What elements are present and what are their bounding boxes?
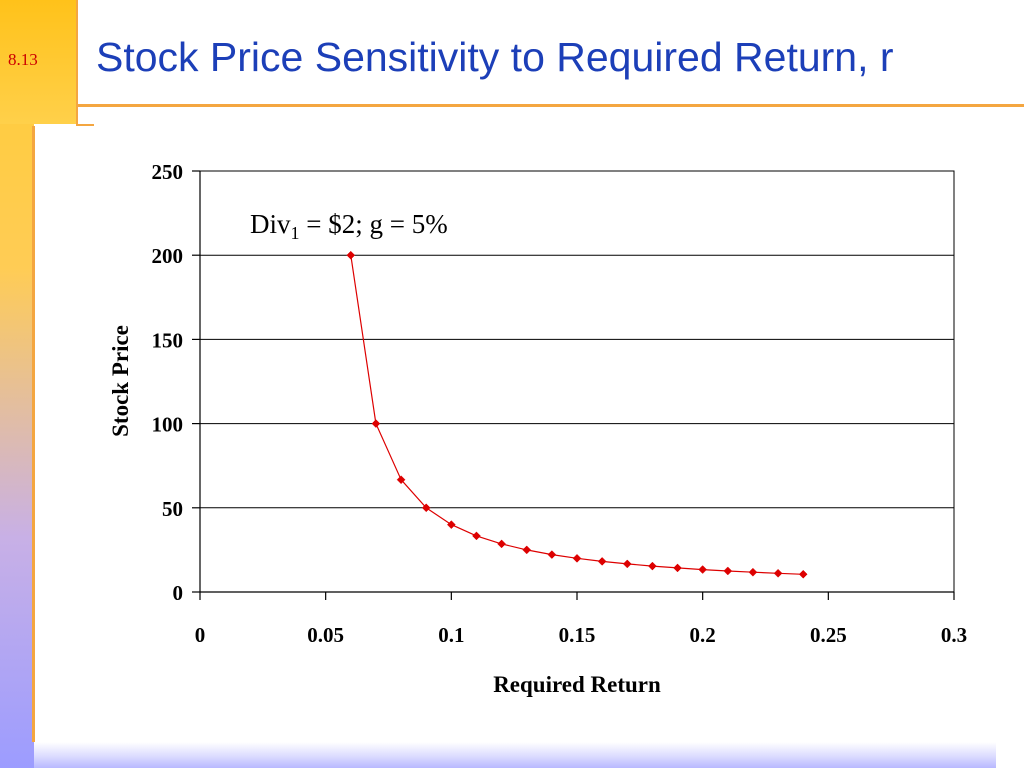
title-underline bbox=[78, 104, 1024, 107]
y-axis-title: Stock Price bbox=[108, 325, 133, 437]
data-point bbox=[723, 566, 733, 576]
slide-number-box bbox=[0, 0, 78, 124]
chart-series bbox=[346, 250, 808, 579]
left-gradient-band bbox=[0, 0, 34, 768]
content-left-rule bbox=[32, 126, 35, 742]
data-point bbox=[497, 539, 506, 549]
x-tick-label: 0.05 bbox=[307, 623, 344, 647]
data-point bbox=[472, 531, 481, 541]
x-tick-label: 0 bbox=[195, 623, 206, 647]
data-point bbox=[421, 503, 431, 513]
data-point bbox=[346, 250, 356, 260]
chart-annotation: Div1 = $2; g = 5% bbox=[250, 209, 448, 243]
data-point bbox=[748, 567, 758, 577]
content-area bbox=[34, 126, 1024, 742]
y-tick-label: 250 bbox=[152, 160, 184, 184]
data-point bbox=[673, 563, 682, 573]
series-line bbox=[350, 255, 804, 575]
slide-number: 8.13 bbox=[8, 50, 38, 69]
data-point bbox=[522, 545, 532, 555]
data-point bbox=[773, 568, 783, 578]
x-axis-title: Required Return bbox=[493, 672, 661, 697]
y-tick-label: 150 bbox=[152, 328, 184, 352]
title-divider-vertical bbox=[76, 0, 78, 148]
title-divider-tick bbox=[76, 124, 94, 126]
y-tick-label: 200 bbox=[152, 244, 184, 268]
x-axis-ticks: 0 0.05 0.1 0.15 0.2 0.25 0.3 bbox=[195, 592, 967, 647]
data-point bbox=[648, 561, 657, 571]
y-axis-ticks: 0 50 100 150 200 250 bbox=[152, 160, 200, 605]
title-area bbox=[78, 0, 1024, 104]
x-tick-label: 0.25 bbox=[810, 623, 847, 647]
footer-gradient-band bbox=[34, 742, 996, 768]
y-tick-label: 50 bbox=[162, 497, 183, 521]
data-point bbox=[396, 475, 406, 485]
annotation-rest: = $2; g = 5% bbox=[300, 209, 448, 239]
slide-title: Stock Price Sensitivity to Required Retu… bbox=[96, 34, 894, 80]
y-tick-label: 100 bbox=[152, 413, 184, 437]
data-point bbox=[698, 565, 708, 574]
data-point bbox=[572, 553, 582, 563]
data-point bbox=[547, 550, 557, 559]
annotation-main: Div bbox=[250, 209, 291, 239]
x-tick-label: 0.1 bbox=[438, 623, 464, 647]
data-point bbox=[597, 557, 607, 566]
data-point bbox=[622, 559, 632, 569]
x-tick-label: 0.15 bbox=[559, 623, 596, 647]
data-point bbox=[798, 569, 808, 579]
x-tick-label: 0.3 bbox=[941, 623, 967, 647]
data-point bbox=[371, 419, 381, 428]
annotation-subscript: 1 bbox=[291, 223, 300, 243]
x-tick-label: 0.2 bbox=[690, 623, 716, 647]
data-point bbox=[446, 520, 456, 529]
y-tick-label: 0 bbox=[173, 581, 184, 605]
